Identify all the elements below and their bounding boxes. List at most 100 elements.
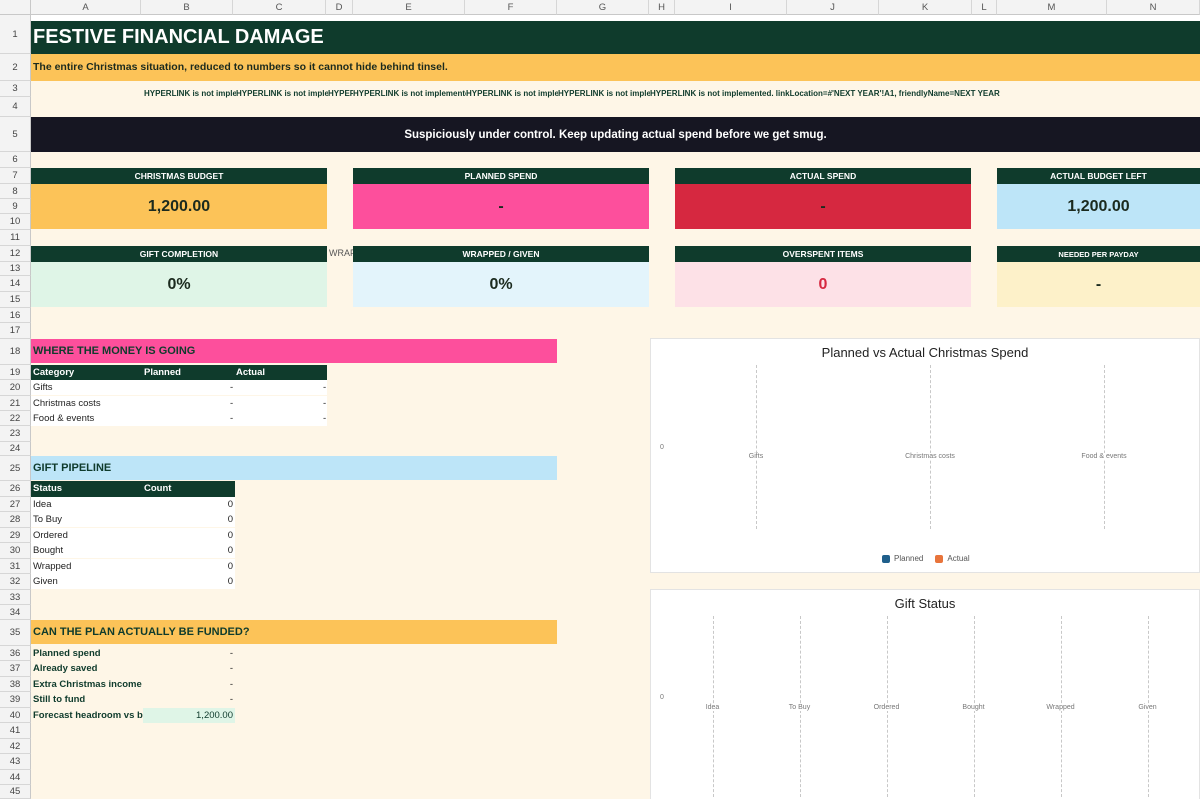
funding-value[interactable]: - — [229, 679, 233, 690]
kpi-actual-value[interactable]: - — [675, 184, 971, 229]
row-header-11[interactable]: 11 — [0, 230, 31, 246]
gift-status-chart[interactable]: Gift Status 0 Idea To Buy Ordered Bought Wra… — [650, 589, 1200, 799]
pipeline-count[interactable]: 0 — [227, 545, 233, 556]
row-header-33[interactable]: 33 — [0, 590, 31, 605]
funding-value[interactable]: 1,200.00 — [143, 708, 235, 723]
money-actual[interactable]: - — [323, 413, 327, 424]
row-header-22[interactable]: 22 — [0, 411, 31, 426]
column-header-c[interactable]: C — [233, 0, 326, 15]
funding-label[interactable]: Forecast headroom vs buc — [33, 710, 143, 721]
funding-label[interactable]: Still to fund — [33, 694, 86, 705]
row-header-42[interactable]: 42 — [0, 739, 31, 754]
money-planned[interactable]: - — [230, 382, 234, 393]
row-header-9[interactable]: 9 — [0, 199, 31, 214]
planned-vs-actual-chart[interactable]: Planned vs Actual Christmas Spend 0 Plan… — [650, 338, 1200, 573]
row-header-17[interactable]: 17 — [0, 323, 31, 339]
row-header-19[interactable]: 19 — [0, 365, 31, 380]
row-header-34[interactable]: 34 — [0, 605, 31, 620]
row-header-3[interactable]: 3 — [0, 81, 31, 97]
row-header-37[interactable]: 37 — [0, 661, 31, 677]
column-header-d[interactable]: D — [326, 0, 353, 15]
money-actual[interactable]: - — [323, 398, 327, 409]
pipeline-section-title[interactable]: GIFT PIPELINE — [31, 456, 557, 480]
funding-value[interactable]: - — [229, 648, 233, 659]
sheet-title[interactable]: FESTIVE FINANCIAL DAMAGE — [31, 21, 1200, 54]
row-header-41[interactable]: 41 — [0, 723, 31, 739]
money-section-title[interactable]: WHERE THE MONEY IS GOING — [31, 339, 557, 363]
pipeline-count[interactable]: 0 — [227, 499, 233, 510]
row-header-5[interactable]: 5 — [0, 117, 31, 152]
hyperlink-cell-next-year[interactable]: HYPERLINK is not implemented. linkLocati… — [650, 89, 1000, 98]
column-header-i[interactable]: I — [675, 0, 787, 15]
row-header-31[interactable]: 31 — [0, 559, 31, 574]
kpi-wrapped-value[interactable]: 0% — [353, 262, 649, 307]
row-header-14[interactable]: 14 — [0, 276, 31, 292]
pipeline-status[interactable]: To Buy — [33, 514, 63, 525]
hyperlink-cell[interactable]: HYPERLINK is not implemented. — [236, 89, 328, 98]
money-planned[interactable]: - — [230, 413, 234, 424]
row-header-2[interactable]: 2 — [0, 54, 31, 81]
select-all-corner[interactable] — [0, 0, 31, 15]
column-header-g[interactable]: G — [557, 0, 649, 15]
row-header-40[interactable]: 40 — [0, 708, 31, 723]
sheet-subtitle[interactable]: The entire Christmas situation, reduced … — [31, 54, 1200, 81]
column-header-f[interactable]: F — [465, 0, 557, 15]
money-category[interactable]: Food & events — [33, 413, 95, 424]
hyperlink-cell[interactable]: HYPERLINK is not implemented. — [466, 89, 558, 98]
pipeline-count[interactable]: 0 — [227, 561, 233, 572]
column-header-h[interactable]: H — [649, 0, 675, 15]
column-header-l[interactable]: L — [972, 0, 997, 15]
column-header-j[interactable]: J — [787, 0, 879, 15]
status-banner[interactable]: Suspiciously under control. Keep updatin… — [31, 117, 1200, 152]
funding-label[interactable]: Already saved — [33, 663, 98, 674]
funding-value[interactable]: - — [229, 694, 233, 705]
funding-label[interactable]: Planned spend — [33, 648, 101, 659]
row-header-6[interactable]: 6 — [0, 152, 31, 168]
row-header-20[interactable]: 20 — [0, 380, 31, 396]
pipeline-status[interactable]: Wrapped — [33, 561, 72, 572]
money-planned[interactable]: - — [230, 398, 234, 409]
row-header-7[interactable]: 7 — [0, 168, 31, 184]
row-header-44[interactable]: 44 — [0, 770, 31, 785]
kpi-completion-value[interactable]: 0% — [31, 262, 327, 307]
row-header-23[interactable]: 23 — [0, 426, 31, 442]
row-header-39[interactable]: 39 — [0, 692, 31, 708]
kpi-budget-value[interactable]: 1,200.00 — [31, 184, 327, 229]
row-header-13[interactable]: 13 — [0, 262, 31, 276]
row-header-4[interactable]: 4 — [0, 97, 31, 117]
kpi-planned-value[interactable]: - — [353, 184, 649, 229]
row-header-36[interactable]: 36 — [0, 646, 31, 661]
column-header-e[interactable]: E — [353, 0, 465, 15]
pipeline-count[interactable]: 0 — [227, 530, 233, 541]
column-header-a[interactable]: A — [31, 0, 141, 15]
row-header-26[interactable]: 26 — [0, 481, 31, 497]
money-category[interactable]: Christmas costs — [33, 398, 101, 409]
row-header-38[interactable]: 38 — [0, 677, 31, 692]
hyperlink-cell[interactable]: HYPERLINK is not implemented. — [144, 89, 236, 98]
row-header-45[interactable]: 45 — [0, 785, 31, 799]
funding-value[interactable]: - — [229, 663, 233, 674]
row-header-32[interactable]: 32 — [0, 574, 31, 590]
pipeline-status[interactable]: Ordered — [33, 530, 68, 541]
pipeline-status[interactable]: Bought — [33, 545, 64, 556]
column-header-b[interactable]: B — [141, 0, 233, 15]
funding-label[interactable]: Extra Christmas income — [33, 679, 142, 690]
pipeline-status[interactable]: Idea — [33, 499, 52, 510]
kpi-left-value[interactable]: 1,200.00 — [997, 184, 1200, 229]
row-header-16[interactable]: 16 — [0, 308, 31, 323]
funding-section-title[interactable]: CAN THE PLAN ACTUALLY BE FUNDED? — [31, 620, 557, 644]
row-header-30[interactable]: 30 — [0, 543, 31, 559]
kpi-overspent-value[interactable]: 0 — [675, 262, 971, 307]
money-actual[interactable]: - — [323, 382, 327, 393]
row-header-43[interactable]: 43 — [0, 754, 31, 770]
row-header-29[interactable]: 29 — [0, 528, 31, 543]
row-header-8[interactable]: 8 — [0, 184, 31, 199]
row-header-10[interactable]: 10 — [0, 214, 31, 230]
kpi-payday-value[interactable]: - — [997, 262, 1200, 307]
row-header-35[interactable]: 35 — [0, 620, 31, 646]
hyperlink-cell[interactable]: HYPERLINK is not implemented. — [353, 89, 466, 98]
row-header-12[interactable]: 12 — [0, 246, 31, 262]
pipeline-count[interactable]: 0 — [227, 514, 233, 525]
row-header-15[interactable]: 15 — [0, 292, 31, 308]
row-header-21[interactable]: 21 — [0, 396, 31, 411]
